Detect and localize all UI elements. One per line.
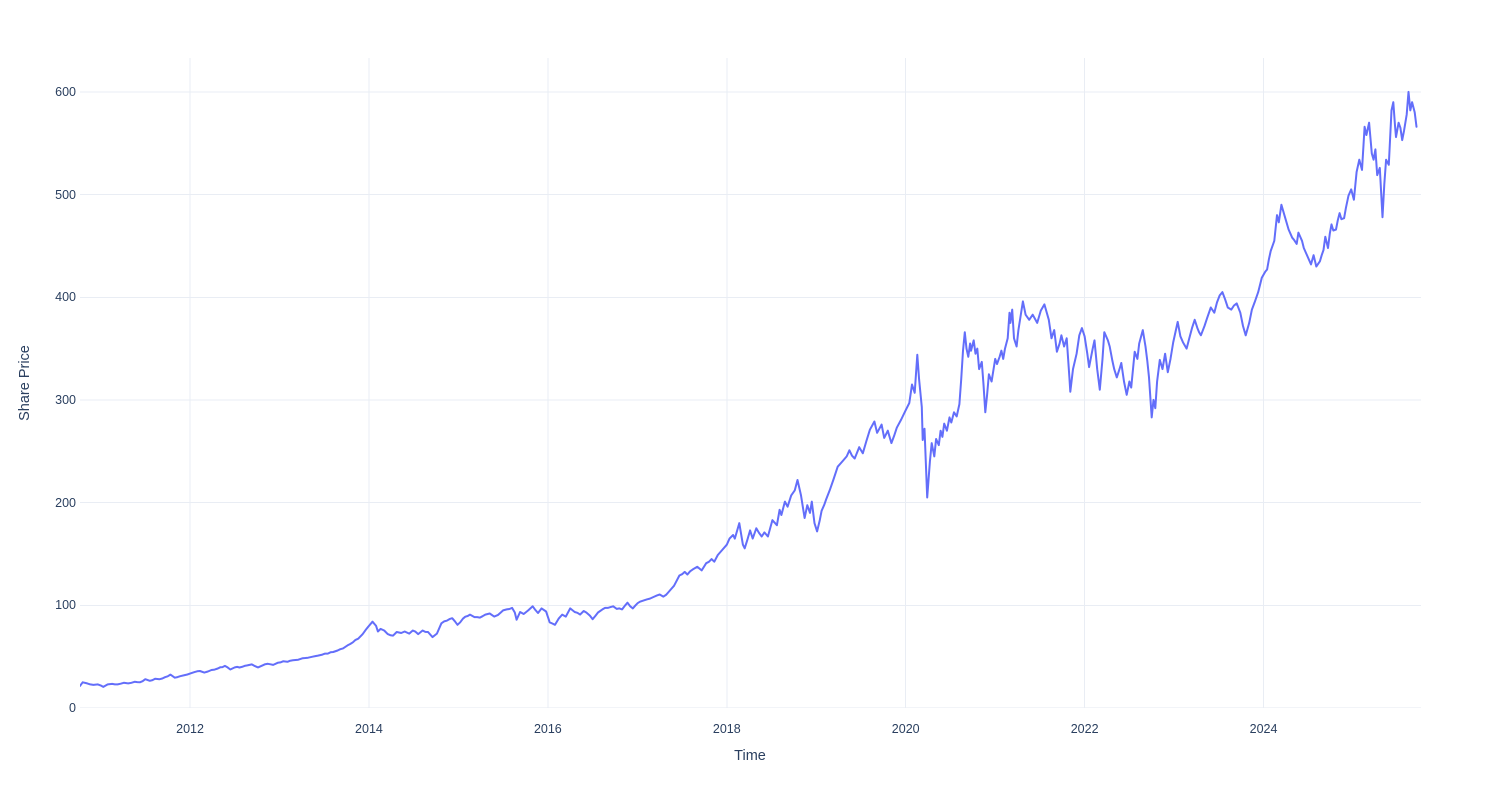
x-axis-title: Time: [734, 748, 766, 764]
x-tick-label: 2018: [712, 722, 741, 736]
y-tick-label: 500: [55, 187, 76, 202]
x-tick-label: 2024: [1249, 722, 1278, 736]
y-tick-label: 200: [55, 495, 76, 510]
y-tick-label: 400: [55, 290, 76, 305]
x-tick-label: 2012: [176, 722, 204, 736]
y-tick-label: 100: [55, 598, 76, 613]
plot-area[interactable]: [80, 58, 1421, 708]
y-tick-label: 300: [55, 392, 76, 407]
y-tick-label: 600: [55, 84, 76, 99]
x-tick-label: 2022: [1070, 722, 1099, 736]
y-axis-title: Share Price: [17, 345, 33, 421]
x-tick-label: 2014: [355, 722, 383, 736]
price-line-series: [80, 90, 1418, 688]
x-tick-label: 2016: [533, 722, 562, 736]
x-tick-label: 2020: [891, 722, 920, 736]
y-tick-label: 0: [69, 701, 76, 715]
